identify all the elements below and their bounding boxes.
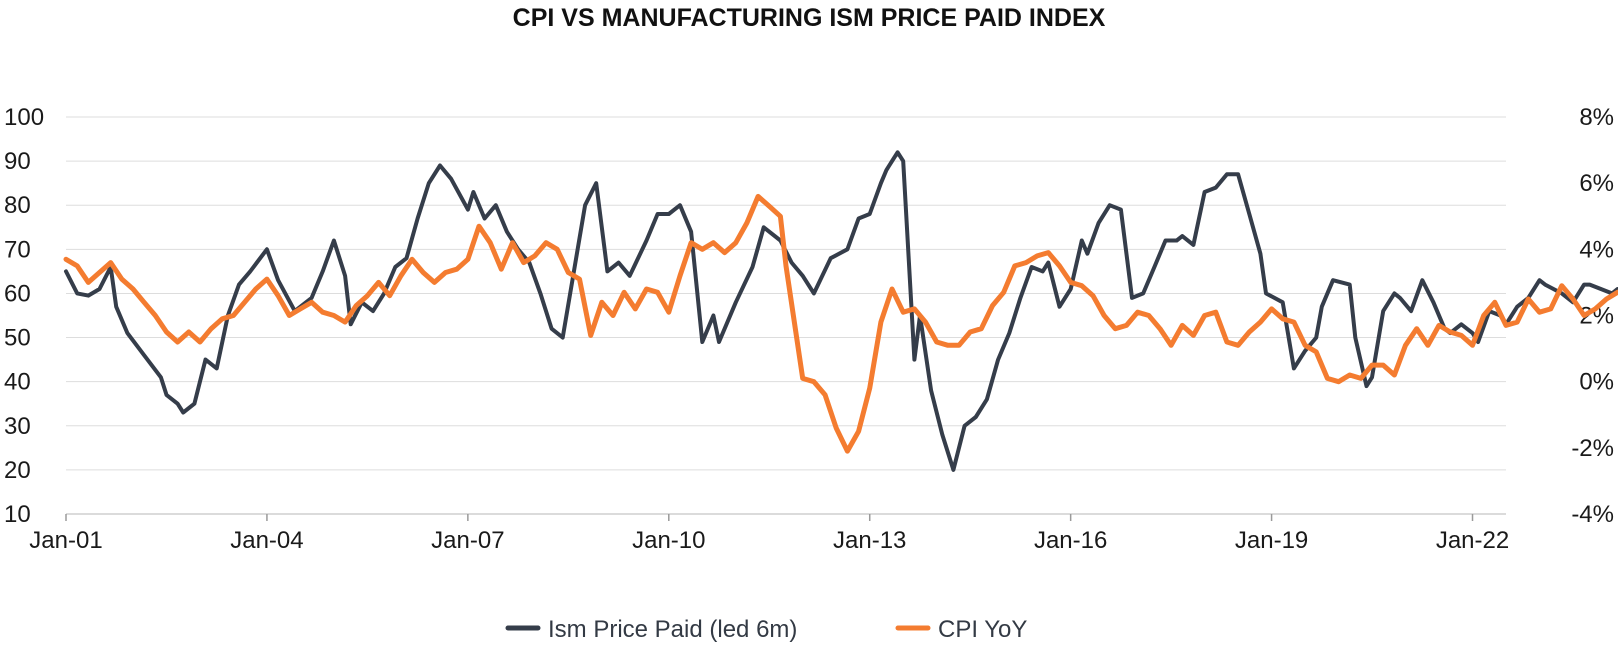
y-left-tick-label: 10 (4, 501, 31, 528)
y-left-tick-label: 100 (4, 104, 44, 131)
x-tick-label: Jan-10 (632, 527, 705, 554)
y-right-tick-label: -4% (1571, 501, 1614, 528)
x-tick-label: Jan-19 (1235, 527, 1308, 554)
x-tick-label: Jan-01 (29, 527, 102, 554)
legend-label: Ism Price Paid (led 6m) (548, 616, 797, 643)
x-tick-label: Jan-07 (431, 527, 504, 554)
x-tick-label: Jan-22 (1436, 527, 1509, 554)
grid-lines (66, 116, 1506, 471)
axes: 102030405060708090100-4%-2%0%2%4%6%8%Jan… (4, 104, 1614, 554)
x-tick-label: Jan-13 (833, 527, 906, 554)
y-left-tick-label: 80 (4, 192, 31, 219)
y-right-tick-label: 6% (1579, 170, 1614, 197)
y-left-tick-label: 60 (4, 280, 31, 307)
y-right-tick-label: 4% (1579, 236, 1614, 263)
y-right-tick-label: 8% (1579, 104, 1614, 131)
legend: Ism Price Paid (led 6m) CPI YoY (505, 616, 1027, 643)
y-left-tick-label: 90 (4, 148, 31, 175)
series-line-ism-price-paid (64, 150, 1618, 472)
y-left-tick-label: 40 (4, 369, 31, 396)
y-left-tick-label: 20 (4, 457, 31, 484)
chart-title: CPI VS MANUFACTURING ISM PRICE PAID INDE… (512, 4, 1106, 32)
y-right-tick-label: 0% (1579, 369, 1614, 396)
series-line-cpi-yoy (63, 193, 1618, 454)
y-left-tick-label: 50 (4, 325, 31, 352)
y-left-tick-label: 30 (4, 413, 31, 440)
y-left-tick-label: 70 (4, 236, 31, 263)
series-lines (63, 150, 1618, 472)
x-tick-label: Jan-04 (230, 527, 303, 554)
x-tick-label: Jan-16 (1034, 527, 1107, 554)
y-right-tick-label: -2% (1571, 435, 1614, 462)
legend-label: CPI YoY (938, 616, 1027, 643)
